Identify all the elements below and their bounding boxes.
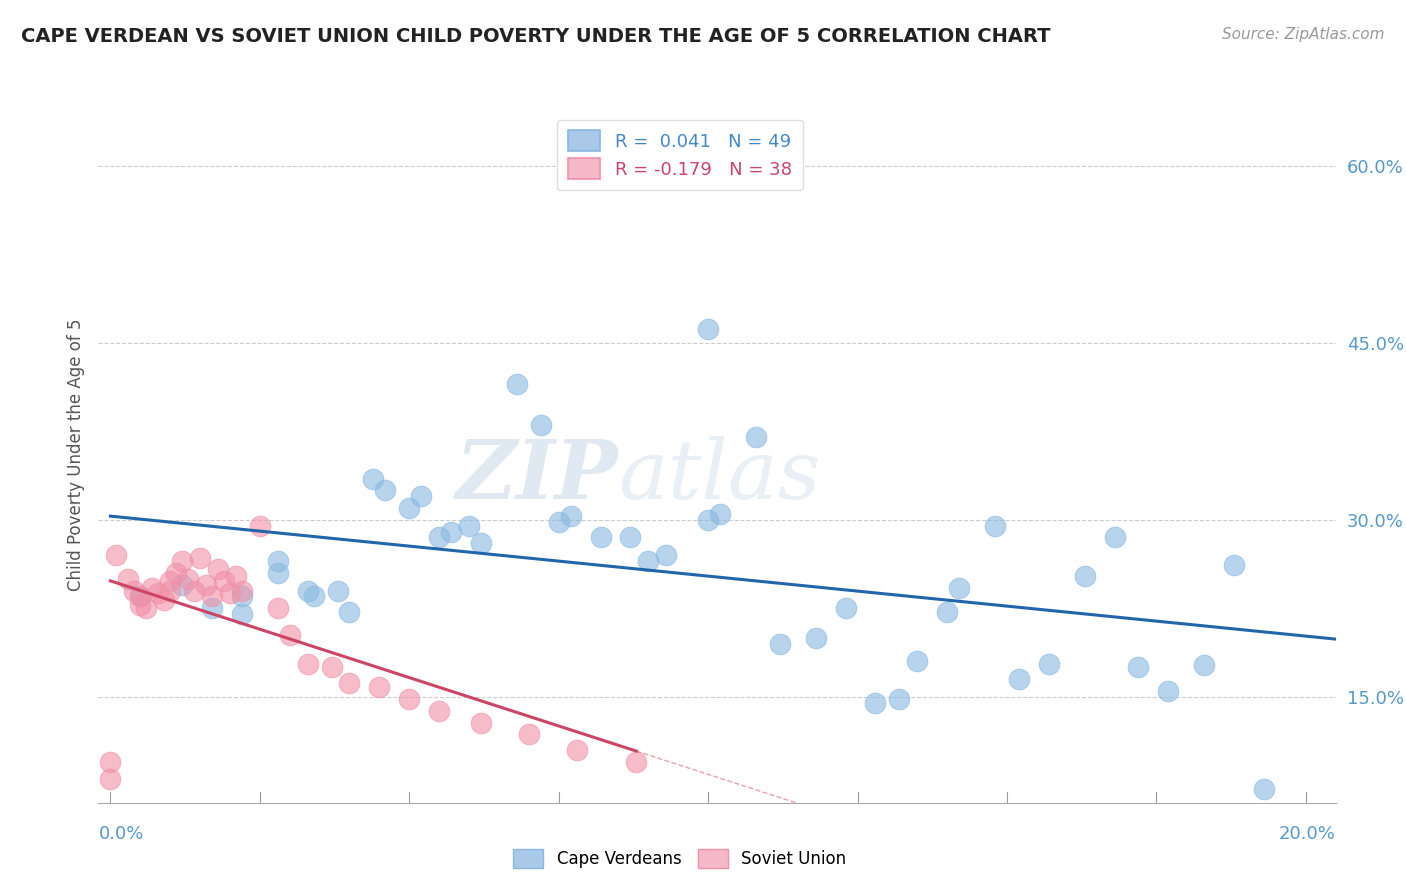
Point bbox=[339, 605, 361, 619]
Text: Source: ZipAtlas.com: Source: ZipAtlas.com bbox=[1222, 27, 1385, 42]
Legend: Cape Verdeans, Soviet Union: Cape Verdeans, Soviet Union bbox=[506, 842, 853, 874]
Point bbox=[427, 531, 450, 545]
Point bbox=[1038, 657, 1060, 671]
Text: ZIP: ZIP bbox=[456, 436, 619, 516]
Point bbox=[948, 581, 970, 595]
Point bbox=[183, 583, 205, 598]
Point bbox=[697, 513, 720, 527]
Point bbox=[769, 637, 792, 651]
Point bbox=[195, 577, 218, 591]
Point bbox=[697, 322, 720, 336]
Y-axis label: Child Poverty Under the Age of 5: Child Poverty Under the Age of 5 bbox=[66, 318, 84, 591]
Point bbox=[458, 518, 481, 533]
Point bbox=[804, 631, 827, 645]
Point bbox=[506, 377, 529, 392]
Point bbox=[530, 418, 553, 433]
Point bbox=[427, 704, 450, 718]
Point bbox=[153, 593, 176, 607]
Point bbox=[517, 727, 540, 741]
Point bbox=[339, 675, 361, 690]
Point bbox=[398, 500, 420, 515]
Point bbox=[278, 628, 301, 642]
Point bbox=[589, 531, 612, 545]
Point bbox=[374, 483, 396, 498]
Point bbox=[212, 574, 235, 588]
Point bbox=[470, 536, 492, 550]
Point bbox=[655, 548, 678, 562]
Point bbox=[297, 583, 319, 598]
Text: CAPE VERDEAN VS SOVIET UNION CHILD POVERTY UNDER THE AGE OF 5 CORRELATION CHART: CAPE VERDEAN VS SOVIET UNION CHILD POVER… bbox=[21, 27, 1050, 45]
Point bbox=[363, 471, 385, 485]
Point bbox=[231, 590, 253, 604]
Point bbox=[100, 772, 122, 787]
Point bbox=[1104, 531, 1126, 545]
Point bbox=[547, 515, 569, 529]
Point bbox=[865, 696, 887, 710]
Point bbox=[177, 572, 200, 586]
Point bbox=[1008, 672, 1031, 686]
Text: 0.0%: 0.0% bbox=[98, 825, 143, 843]
Point bbox=[440, 524, 463, 539]
Point bbox=[249, 518, 271, 533]
Point bbox=[470, 715, 492, 730]
Point bbox=[619, 531, 641, 545]
Text: 20.0%: 20.0% bbox=[1279, 825, 1336, 843]
Point bbox=[231, 583, 253, 598]
Point bbox=[141, 581, 163, 595]
Text: atlas: atlas bbox=[619, 436, 821, 516]
Point bbox=[936, 605, 959, 619]
Point bbox=[188, 550, 211, 565]
Point bbox=[129, 590, 152, 604]
Point bbox=[368, 680, 391, 694]
Point bbox=[565, 743, 588, 757]
Point bbox=[834, 601, 856, 615]
Point bbox=[129, 590, 152, 604]
Point bbox=[889, 692, 911, 706]
Point bbox=[1157, 683, 1180, 698]
Point bbox=[267, 566, 290, 580]
Point bbox=[117, 572, 139, 586]
Point bbox=[637, 554, 659, 568]
Point bbox=[148, 586, 170, 600]
Point bbox=[297, 657, 319, 671]
Point bbox=[321, 660, 343, 674]
Point bbox=[165, 566, 187, 580]
Point bbox=[201, 590, 224, 604]
Point bbox=[1223, 558, 1246, 572]
Point bbox=[105, 548, 128, 562]
Point bbox=[1073, 569, 1095, 583]
Point bbox=[1253, 781, 1275, 796]
Point bbox=[225, 569, 247, 583]
Point bbox=[159, 583, 181, 598]
Point bbox=[326, 583, 349, 598]
Point bbox=[709, 507, 731, 521]
Point bbox=[745, 430, 768, 444]
Point bbox=[267, 554, 290, 568]
Point bbox=[398, 692, 420, 706]
Point bbox=[207, 562, 229, 576]
Point bbox=[129, 598, 152, 612]
Point bbox=[984, 518, 1007, 533]
Point bbox=[219, 586, 242, 600]
Point bbox=[172, 554, 194, 568]
Point bbox=[231, 607, 253, 621]
Point bbox=[124, 583, 146, 598]
Point bbox=[626, 755, 648, 769]
Point bbox=[411, 489, 433, 503]
Point bbox=[1128, 660, 1150, 674]
Point bbox=[201, 601, 224, 615]
Point bbox=[1192, 657, 1215, 672]
Point bbox=[560, 509, 582, 524]
Point bbox=[905, 654, 928, 668]
Point bbox=[159, 574, 181, 588]
Point bbox=[135, 601, 157, 615]
Point bbox=[302, 590, 325, 604]
Point bbox=[172, 577, 194, 591]
Point bbox=[267, 601, 290, 615]
Point bbox=[100, 755, 122, 769]
